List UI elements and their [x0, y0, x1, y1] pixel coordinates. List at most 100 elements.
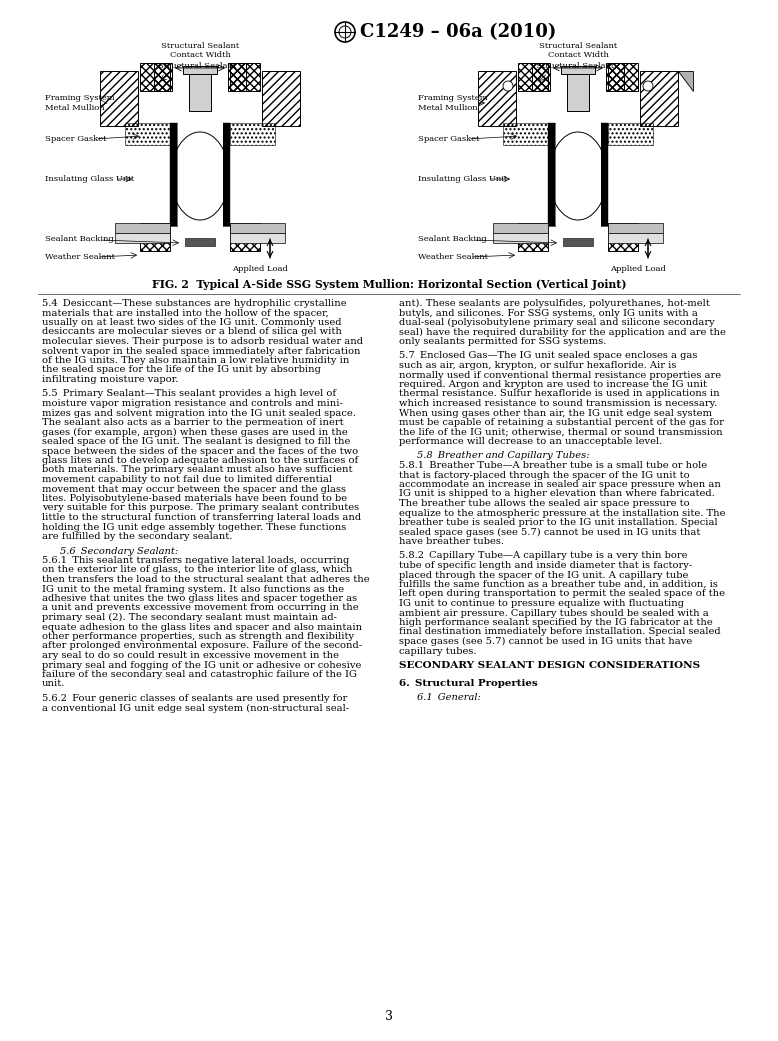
Text: tube of specific length and inside diameter that is factory-: tube of specific length and inside diame… — [399, 561, 692, 570]
Text: movement capability to not fail due to limited differential: movement capability to not fail due to l… — [42, 475, 332, 484]
Text: materials that are installed into the hollow of the spacer,: materials that are installed into the ho… — [42, 308, 329, 318]
Bar — [561, 66, 595, 74]
Text: performance will decrease to an unacceptable level.: performance will decrease to an unaccept… — [399, 437, 662, 446]
Text: molecular sieves. Their purpose is to adsorb residual water and: molecular sieves. Their purpose is to ad… — [42, 337, 363, 346]
Text: high performance sealant specified by the IG fabricator at the: high performance sealant specified by th… — [399, 618, 713, 627]
Text: the sealed space for the life of the IG unit by absorbing: the sealed space for the life of the IG … — [42, 365, 321, 375]
Text: IG unit to continue to pressure equalize with fluctuating: IG unit to continue to pressure equalize… — [399, 599, 684, 608]
Bar — [532, 64, 550, 91]
Circle shape — [503, 81, 513, 91]
Text: Weather Sealant: Weather Sealant — [418, 253, 488, 261]
Text: which increased resistance to sound transmission is necessary.: which increased resistance to sound tran… — [399, 399, 717, 408]
Text: 6.1  General:: 6.1 General: — [417, 693, 481, 702]
Bar — [154, 64, 172, 91]
Bar — [563, 238, 593, 246]
Text: gases (for example, argon) when these gases are used in the: gases (for example, argon) when these ga… — [42, 428, 348, 436]
Bar — [608, 223, 663, 233]
Text: fulfills the same function as a breather tube and, in addition, is: fulfills the same function as a breather… — [399, 580, 718, 589]
Text: of the IG units. They also maintain a low relative humidity in: of the IG units. They also maintain a lo… — [42, 356, 349, 365]
Text: breather tube is sealed prior to the IG unit installation. Special: breather tube is sealed prior to the IG … — [399, 518, 717, 527]
Bar — [518, 64, 548, 91]
Bar — [228, 64, 246, 91]
Text: adhesive that unites the two glass lites and spacer together as: adhesive that unites the two glass lites… — [42, 594, 357, 603]
Bar — [230, 233, 285, 243]
Text: equalize to the atmospheric pressure at the installation site. The: equalize to the atmospheric pressure at … — [399, 508, 726, 517]
Text: Spacer Gasket: Spacer Gasket — [418, 135, 479, 143]
Text: 6. Structural Properties: 6. Structural Properties — [399, 679, 538, 687]
Text: both materials. The primary sealant must also have sufficient: both materials. The primary sealant must… — [42, 465, 352, 475]
Text: other performance properties, such as strength and flexibility: other performance properties, such as st… — [42, 632, 354, 641]
Text: moisture vapor migration resistance and controls and mini-: moisture vapor migration resistance and … — [42, 399, 343, 408]
Text: lites. Polyisobutylene-based materials have been found to be: lites. Polyisobutylene-based materials h… — [42, 494, 347, 503]
Bar — [608, 64, 638, 91]
Bar — [100, 71, 138, 126]
Text: 5.5  Primary Sealant—This sealant provides a high level of: 5.5 Primary Sealant—This sealant provide… — [42, 389, 336, 399]
Text: C1249 – 06a (2010): C1249 – 06a (2010) — [360, 23, 556, 41]
Text: ant). These sealants are polysulfides, polyurethanes, hot-melt: ant). These sealants are polysulfides, p… — [399, 299, 710, 308]
Text: holding the IG unit edge assembly together. These functions: holding the IG unit edge assembly togeth… — [42, 523, 346, 532]
Bar — [493, 223, 548, 233]
Text: 5.6.1  This sealant transfers negative lateral loads, occurring: 5.6.1 This sealant transfers negative la… — [42, 556, 349, 565]
Text: space between the sides of the spacer and the faces of the two: space between the sides of the spacer an… — [42, 447, 358, 456]
Bar — [518, 223, 548, 251]
Text: sealed space of the IG unit. The sealant is designed to fill the: sealed space of the IG unit. The sealant… — [42, 437, 350, 446]
Text: IG unit to the metal framing system. It also functions as the: IG unit to the metal framing system. It … — [42, 584, 344, 593]
Bar — [606, 64, 624, 91]
Text: must be capable of retaining a substantial percent of the gas for: must be capable of retaining a substanti… — [399, 418, 724, 427]
Bar — [230, 223, 285, 233]
Text: 5.7  Enclosed Gas—The IG unit sealed space encloses a gas: 5.7 Enclosed Gas—The IG unit sealed spac… — [399, 352, 697, 360]
Text: seal) have the required durability for the application and are the: seal) have the required durability for t… — [399, 328, 726, 336]
Text: have breather tubes.: have breather tubes. — [399, 537, 504, 545]
Text: 5.4  Desiccant—These substances are hydrophilic crystalline: 5.4 Desiccant—These substances are hydro… — [42, 299, 347, 308]
Text: equate adhesion to the glass lites and spacer and also maintain: equate adhesion to the glass lites and s… — [42, 623, 362, 632]
Bar — [140, 64, 170, 91]
Text: Framing System
Metal Mullion: Framing System Metal Mullion — [45, 95, 114, 111]
Bar — [183, 66, 217, 74]
Text: placed through the spacer of the IG unit. A capillary tube: placed through the spacer of the IG unit… — [399, 570, 689, 580]
Text: only sealants permitted for SSG systems.: only sealants permitted for SSG systems. — [399, 337, 606, 346]
Bar — [230, 123, 275, 145]
Text: a unit and prevents excessive movement from occurring in the: a unit and prevents excessive movement f… — [42, 604, 359, 612]
Text: normally used if conventional thermal resistance properties are: normally used if conventional thermal re… — [399, 371, 721, 380]
Text: Sealant Backing: Sealant Backing — [45, 235, 114, 243]
Text: FIG. 2  Typical A-Side SSG System Mullion: Horizontal Section (Vertical Joint): FIG. 2 Typical A-Side SSG System Mullion… — [152, 279, 626, 289]
Text: after prolonged environmental exposure. Failure of the second-: after prolonged environmental exposure. … — [42, 641, 362, 651]
Text: sealed space gases (see 5.7) cannot be used in IG units that: sealed space gases (see 5.7) cannot be u… — [399, 528, 700, 536]
Text: final destination immediately before installation. Special sealed: final destination immediately before ins… — [399, 628, 720, 636]
Text: dual-seal (polyisobutylene primary seal and silicone secondary: dual-seal (polyisobutylene primary seal … — [399, 318, 715, 327]
Text: Applied Load: Applied Load — [610, 265, 666, 273]
Text: Sealant Backing: Sealant Backing — [418, 235, 487, 243]
Text: Structural Sealant: Structural Sealant — [536, 62, 615, 70]
Text: The breather tube allows the sealed air space pressure to: The breather tube allows the sealed air … — [399, 499, 689, 508]
Bar — [185, 238, 215, 246]
Bar — [177, 123, 223, 226]
Polygon shape — [678, 71, 693, 91]
Text: IG unit is shipped to a higher elevation than where fabricated.: IG unit is shipped to a higher elevation… — [399, 489, 715, 499]
Text: space gases (see 5.7) cannot be used in IG units that have: space gases (see 5.7) cannot be used in … — [399, 637, 692, 646]
Text: unit.: unit. — [42, 680, 65, 688]
Bar — [115, 233, 170, 243]
Text: Structural Sealant
Contact Width: Structural Sealant Contact Width — [539, 42, 617, 59]
Text: 5.6.2  Four generic classes of sealants are used presently for: 5.6.2 Four generic classes of sealants a… — [42, 694, 347, 703]
Text: primary seal (2). The secondary sealant must maintain ad-: primary seal (2). The secondary sealant … — [42, 613, 337, 623]
Bar — [170, 123, 177, 226]
Text: on the exterior lite of glass, to the interior lite of glass, which: on the exterior lite of glass, to the in… — [42, 565, 352, 575]
Text: capillary tubes.: capillary tubes. — [399, 646, 476, 656]
Text: such as air, argon, krypton, or sulfur hexafloride. Air is: such as air, argon, krypton, or sulfur h… — [399, 361, 676, 370]
Text: 5.6  Secondary Sealant:: 5.6 Secondary Sealant: — [60, 547, 178, 556]
Text: the life of the IG unit; otherwise, thermal or sound transmission: the life of the IG unit; otherwise, ther… — [399, 428, 723, 436]
Bar — [140, 223, 170, 251]
Text: required. Argon and krypton are used to increase the IG unit: required. Argon and krypton are used to … — [399, 380, 707, 389]
Text: glass lites and to develop adequate adhesion to the surfaces of: glass lites and to develop adequate adhe… — [42, 456, 358, 465]
Text: accommodate an increase in sealed air space pressure when an: accommodate an increase in sealed air sp… — [399, 480, 721, 489]
Bar — [115, 223, 170, 233]
Bar — [548, 123, 555, 226]
Text: movement that may occur between the spacer and the glass: movement that may occur between the spac… — [42, 484, 346, 493]
Text: primary seal and fogging of the IG unit or adhesive or cohesive: primary seal and fogging of the IG unit … — [42, 660, 361, 669]
Bar — [608, 123, 653, 145]
Text: then transfers the load to the structural sealant that adheres the: then transfers the load to the structura… — [42, 575, 370, 584]
Bar — [567, 66, 589, 111]
Text: failure of the secondary seal and catastrophic failure of the IG: failure of the secondary seal and catast… — [42, 670, 357, 679]
Bar — [223, 123, 230, 226]
Bar — [555, 123, 601, 226]
